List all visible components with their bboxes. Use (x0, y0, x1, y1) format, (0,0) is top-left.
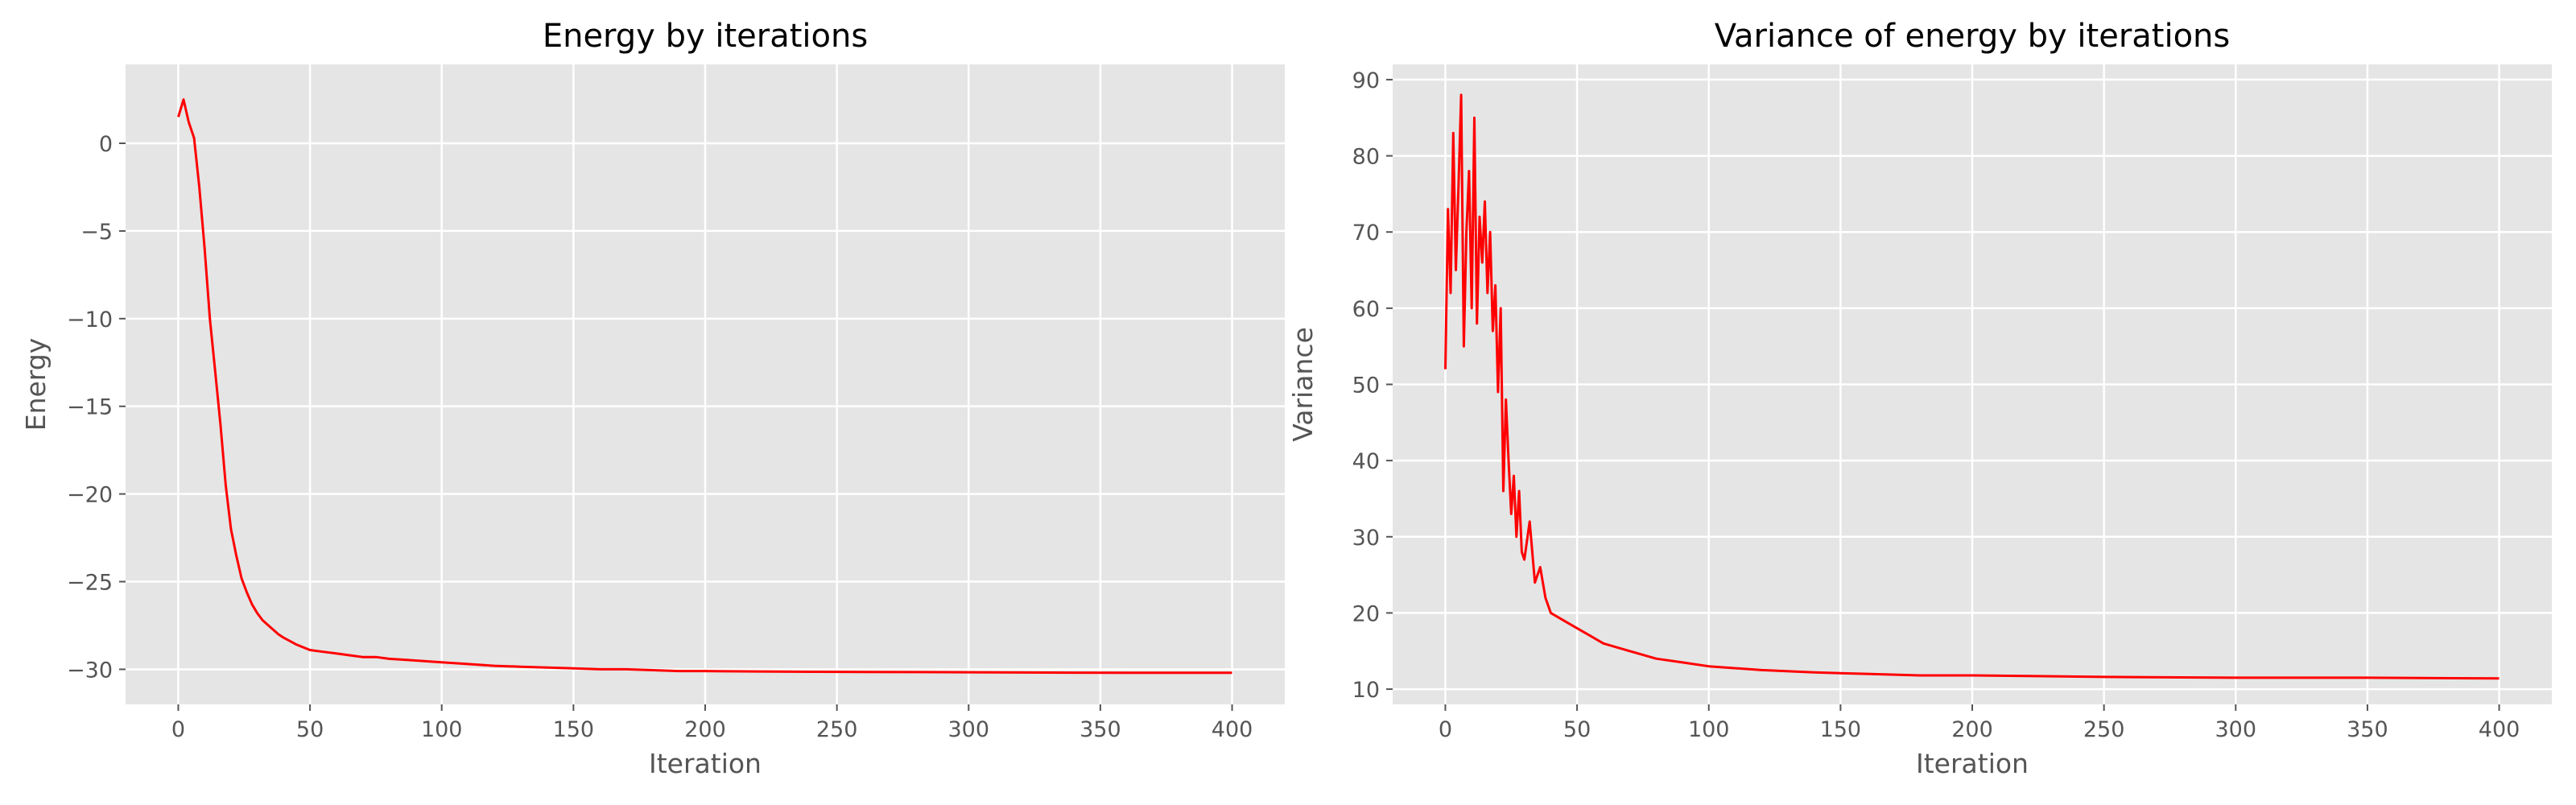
x-tick-label: 250 (816, 717, 858, 742)
energy-chart: 0 50 100 150 200 250 300 350 400 0 −5 −10 −15 −20 −25 −… (20, 18, 1285, 779)
y-tick-label: −30 (67, 658, 113, 683)
x-tick-label: 0 (171, 717, 185, 742)
y-tick-label: 40 (1352, 449, 1380, 474)
y-axis-label: Variance (1287, 327, 1319, 442)
x-tick-label: 200 (684, 717, 726, 742)
x-tick-label: 100 (421, 717, 463, 742)
series-line-0 (1444, 93, 2500, 680)
x-tick-label: 50 (1563, 717, 1591, 742)
x-tick-label: 400 (2479, 717, 2520, 742)
y-tick-label: −25 (67, 571, 113, 596)
y-tick-label: 90 (1352, 68, 1380, 93)
x-tick-label: 150 (1820, 717, 1862, 742)
series-line-0 (177, 98, 1232, 675)
y-tick-label: 30 (1352, 526, 1380, 551)
chart-title: Variance of energy by iterations (1715, 18, 2230, 55)
y-tick-label: 70 (1352, 221, 1380, 246)
y-tick-label: 80 (1352, 145, 1380, 170)
y-tick-label: 50 (1352, 374, 1380, 398)
x-tick-label: 50 (296, 717, 324, 742)
x-tick-label: 350 (1080, 717, 1121, 742)
y-tick-label: −5 (80, 220, 113, 245)
y-tick-label: 20 (1352, 601, 1380, 626)
y-tick-label: 10 (1352, 678, 1380, 703)
y-tick-label: 60 (1352, 297, 1380, 322)
y-tick-label: −10 (67, 308, 113, 332)
x-tick-label: 150 (553, 717, 595, 742)
x-axis-label: Iteration (649, 748, 762, 779)
y-tick-label: −15 (67, 395, 113, 420)
x-tick-label: 0 (1439, 717, 1452, 742)
x-tick-label: 100 (1688, 717, 1730, 742)
x-tick-label: 300 (947, 717, 989, 742)
y-tick-label: −20 (67, 483, 113, 508)
x-axis-label: Iteration (1916, 748, 2029, 779)
x-tick-label: 400 (1212, 717, 1253, 742)
x-tick-label: 250 (2083, 717, 2125, 742)
y-tick-label: 0 (99, 132, 113, 157)
x-tick-label: 200 (1951, 717, 1993, 742)
chart-title: Energy by iterations (543, 18, 868, 55)
x-tick-label: 300 (2215, 717, 2256, 742)
x-tick-label: 350 (2347, 717, 2388, 742)
variance-chart: 0 50 100 150 200 250 300 350 400 10 20 30 40 50 60 70 80… (1287, 18, 2552, 779)
y-axis-label: Energy (20, 338, 52, 431)
